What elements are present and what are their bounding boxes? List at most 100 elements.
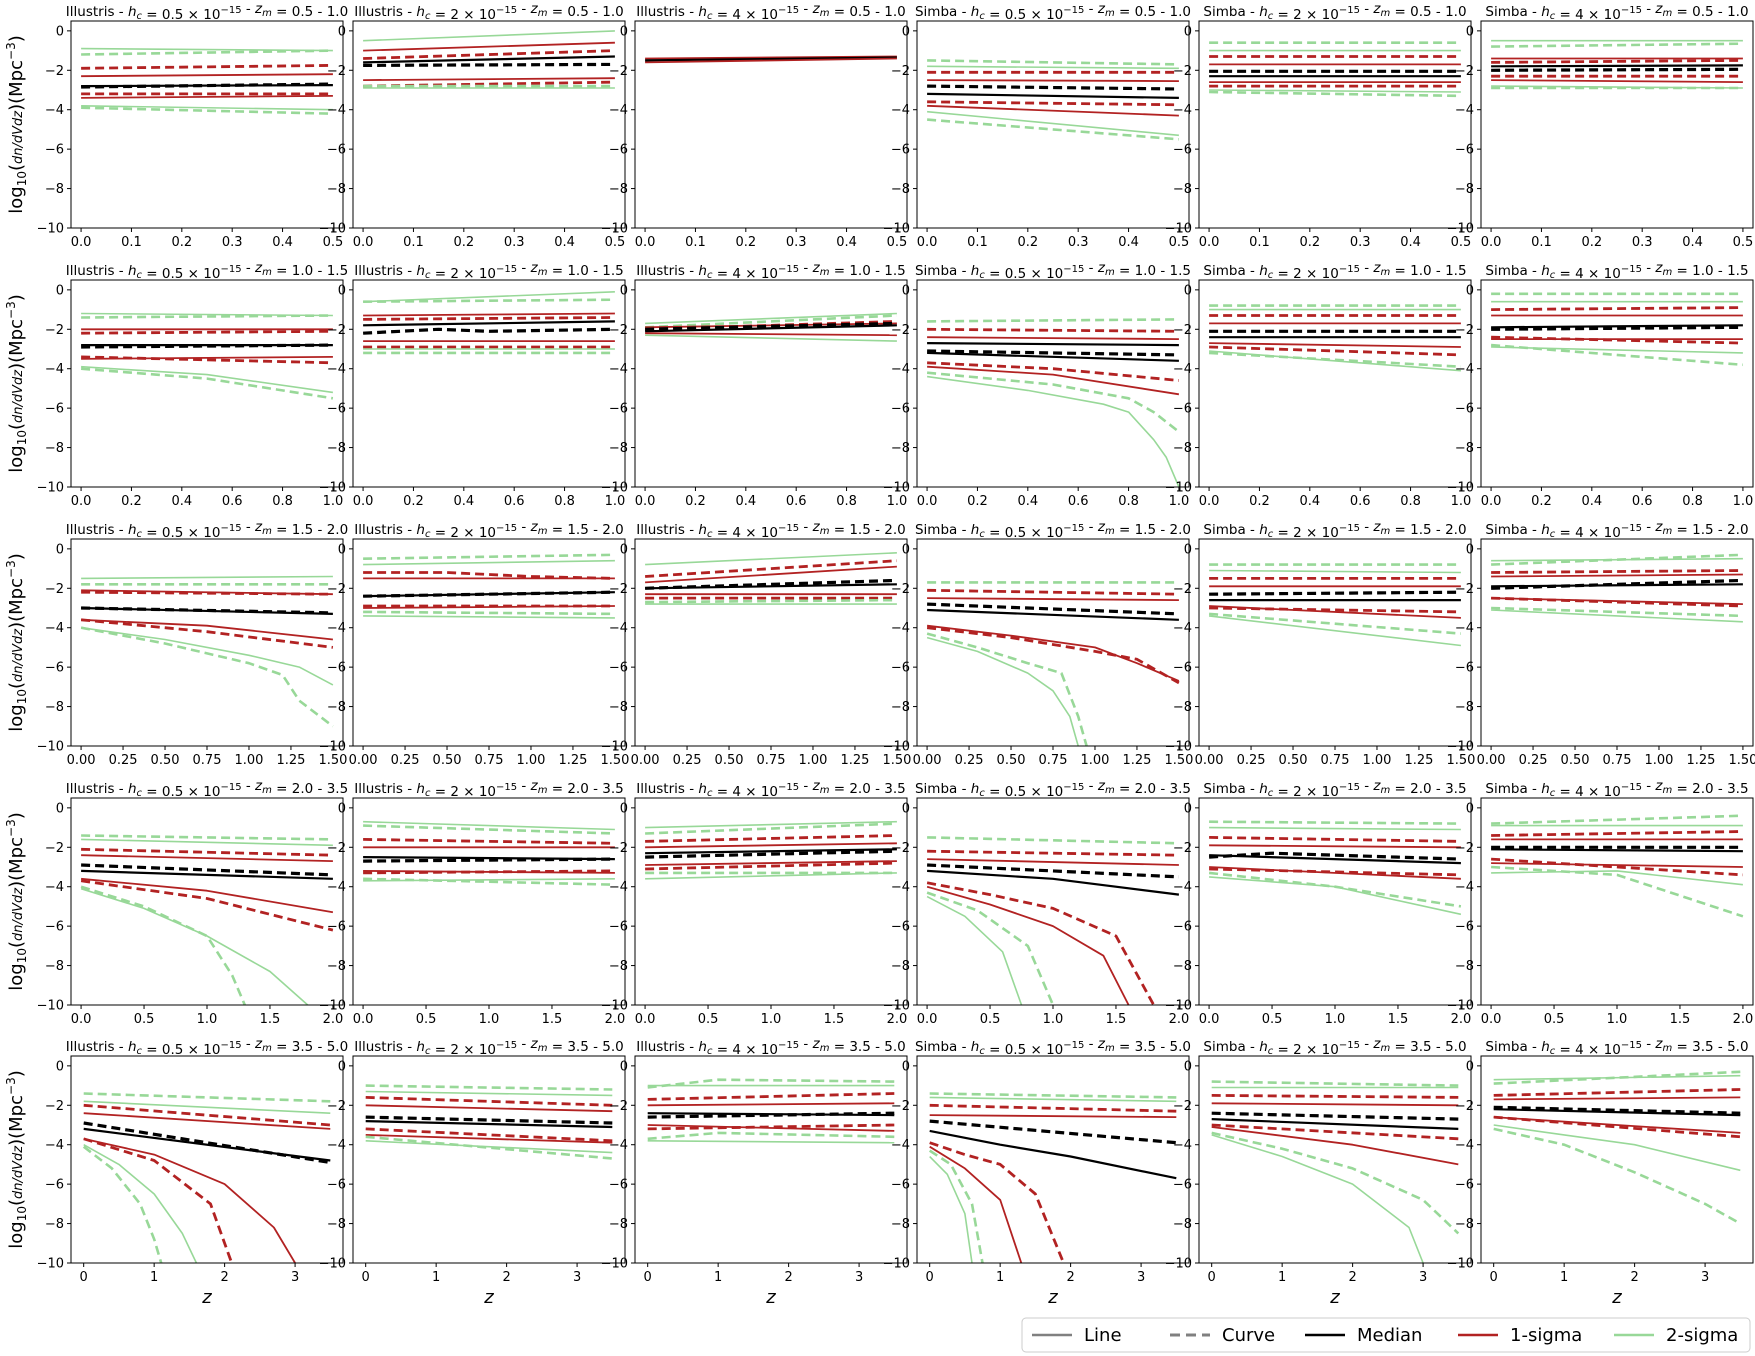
x-tick-label: 1 [714,1270,722,1285]
x-tick-label: 0.0 [71,235,92,250]
legend-item-median: Median [1305,1325,1422,1346]
x-tick-label: 2 [1066,1270,1074,1285]
y-tick-label: −8 [327,959,346,974]
y-tick-label: −8 [45,959,64,974]
2-sigma-dashed-series [928,1149,984,1263]
x-tick-label: 0.2 [685,494,706,509]
subplot-panel: Illustris - hc = 2 × 10−15 - zm = 0.5 - … [319,1,626,250]
x-tick-label: 0.1 [1531,235,1552,250]
y-tick-label: −6 [891,661,910,676]
subplot-panel: Illustris - hc = 0.5 × 10−15 - zm = 1.0 … [4,260,348,509]
x-tick-label: 1.5 [1388,1012,1409,1027]
x-tick-label: 0.2 [171,235,192,250]
1-sigma-dashed-series [645,834,897,843]
x-tick-label: 1.25 [558,753,587,768]
subplot-panel: Simba - hc = 2 × 10−15 - zm = 1.5 - 2.00… [1165,519,1476,768]
y-tick-label: −2 [1173,841,1192,856]
1-sigma-dashed-series [1209,867,1461,877]
2-sigma-solid-series [363,291,615,303]
x-tick-label: 3 [1137,1270,1145,1285]
2-sigma-solid-series [927,65,1179,70]
legend-frame [1021,1317,1751,1353]
2-sigma-dashed-series [1493,1127,1741,1225]
y-tick-label: 0 [902,283,910,298]
2-sigma-solid-series [81,105,333,111]
x-tick-label: 0.6 [786,494,807,509]
x-tick-label: 0.2 [967,494,988,509]
1-sigma-dashed-series [81,847,333,857]
subplot-panel: Simba - hc = 4 × 10−15 - zm = 1.0 - 1.5 0… [1447,260,1754,509]
1-sigma-dashed-series [929,1103,1177,1113]
legend-label: Line [1084,1325,1122,1346]
subplot-panel: Simba - hc = 4 × 10−15 - zm = 2.0 - 3.5 0… [1447,778,1754,1027]
series-group [365,1084,613,1160]
y-tick-label: −8 [1173,1217,1192,1232]
y-tick-label: −8 [1173,441,1192,456]
y-tick-label: 0 [338,801,346,816]
x-tick-label: 0.0 [71,494,92,509]
y-tick-label: −2 [609,1099,628,1114]
y-tick-label: −8 [327,182,346,197]
legend-label: 1-sigma [1510,1325,1582,1346]
1-sigma-solid-series [645,55,897,60]
x-tick-label: 0.8 [272,494,293,509]
y-tick-label: −6 [327,661,346,676]
1-sigma-dashed-series [927,361,1180,382]
y-tick-label: −10 [319,1257,346,1272]
y-tick-label: −6 [609,661,628,676]
2-sigma-solid-series [1491,557,1743,562]
2-sigma-solid-series [645,872,897,880]
x-tick-label: 0.5 [323,235,344,250]
x-tick-label: 0.0 [635,1012,656,1027]
1-sigma-dashed-series [363,316,615,321]
1-sigma-dashed-series [927,588,1179,596]
1-sigma-solid-series [929,1114,1177,1118]
2-sigma-solid-series [83,1144,198,1263]
series-group [363,820,615,886]
series-group [1491,39,1743,90]
1-sigma-solid-series [1209,844,1461,849]
y-tick-label: −4 [1455,880,1474,895]
2-sigma-dashed-series [1209,351,1461,368]
median-solid-series [927,351,1179,362]
series-group [647,1078,895,1144]
2-sigma-dashed-series [82,1145,163,1263]
x-tick-label: 0.4 [453,494,474,509]
1-sigma-solid-series [365,1134,613,1144]
median-solid-series [83,1127,331,1162]
2-sigma-solid-series [1209,826,1461,831]
subplot-title: Simba - hc = 2 × 10−15 - zm = 3.5 - 5.0 [1203,1036,1466,1058]
y-tick-label: −2 [1173,582,1192,597]
median-dashed-series [927,84,1179,91]
x-tick-label: 1 [150,1270,158,1285]
series-group [1491,553,1743,623]
x-tick-label: 0.00 [67,753,96,768]
x-tick-label: 0.4 [1581,494,1602,509]
x-tick-label: 0.2 [453,235,474,250]
2-sigma-solid-series [1211,1134,1424,1263]
x-tick-label: 2 [1348,1270,1356,1285]
x-tick-label: 0.3 [504,235,525,250]
y-tick-label: −2 [609,64,628,79]
2-sigma-dashed-series [1208,871,1462,908]
x-tick-label: 0.4 [554,235,575,250]
y-tick-label: 0 [1466,283,1474,298]
2-sigma-dashed-series [926,371,1180,433]
y-tick-label: −8 [891,1217,910,1232]
subplot-panel: Simba - hc = 0.5 × 10−15 - zm = 0.5 - 1.… [883,1,1191,250]
y-tick-label: −10 [37,1257,64,1272]
x-tick-label: 0.0 [917,235,938,250]
1-sigma-solid-series [645,322,897,329]
y-tick-label: −6 [45,402,64,417]
x-tick-label: 0.1 [121,235,142,250]
2-sigma-solid-series [1209,615,1461,647]
1-sigma-solid-series [1491,597,1743,605]
axes-frame [70,538,344,747]
1-sigma-dashed-series [80,618,334,649]
y-tick-label: −4 [1173,362,1192,377]
x-tick-label: 0.75 [1603,753,1632,768]
1-sigma-solid-series [927,79,1179,82]
x-tick-label: 0.8 [1682,494,1703,509]
1-sigma-solid-series [645,842,897,849]
1-sigma-solid-series [363,870,615,874]
